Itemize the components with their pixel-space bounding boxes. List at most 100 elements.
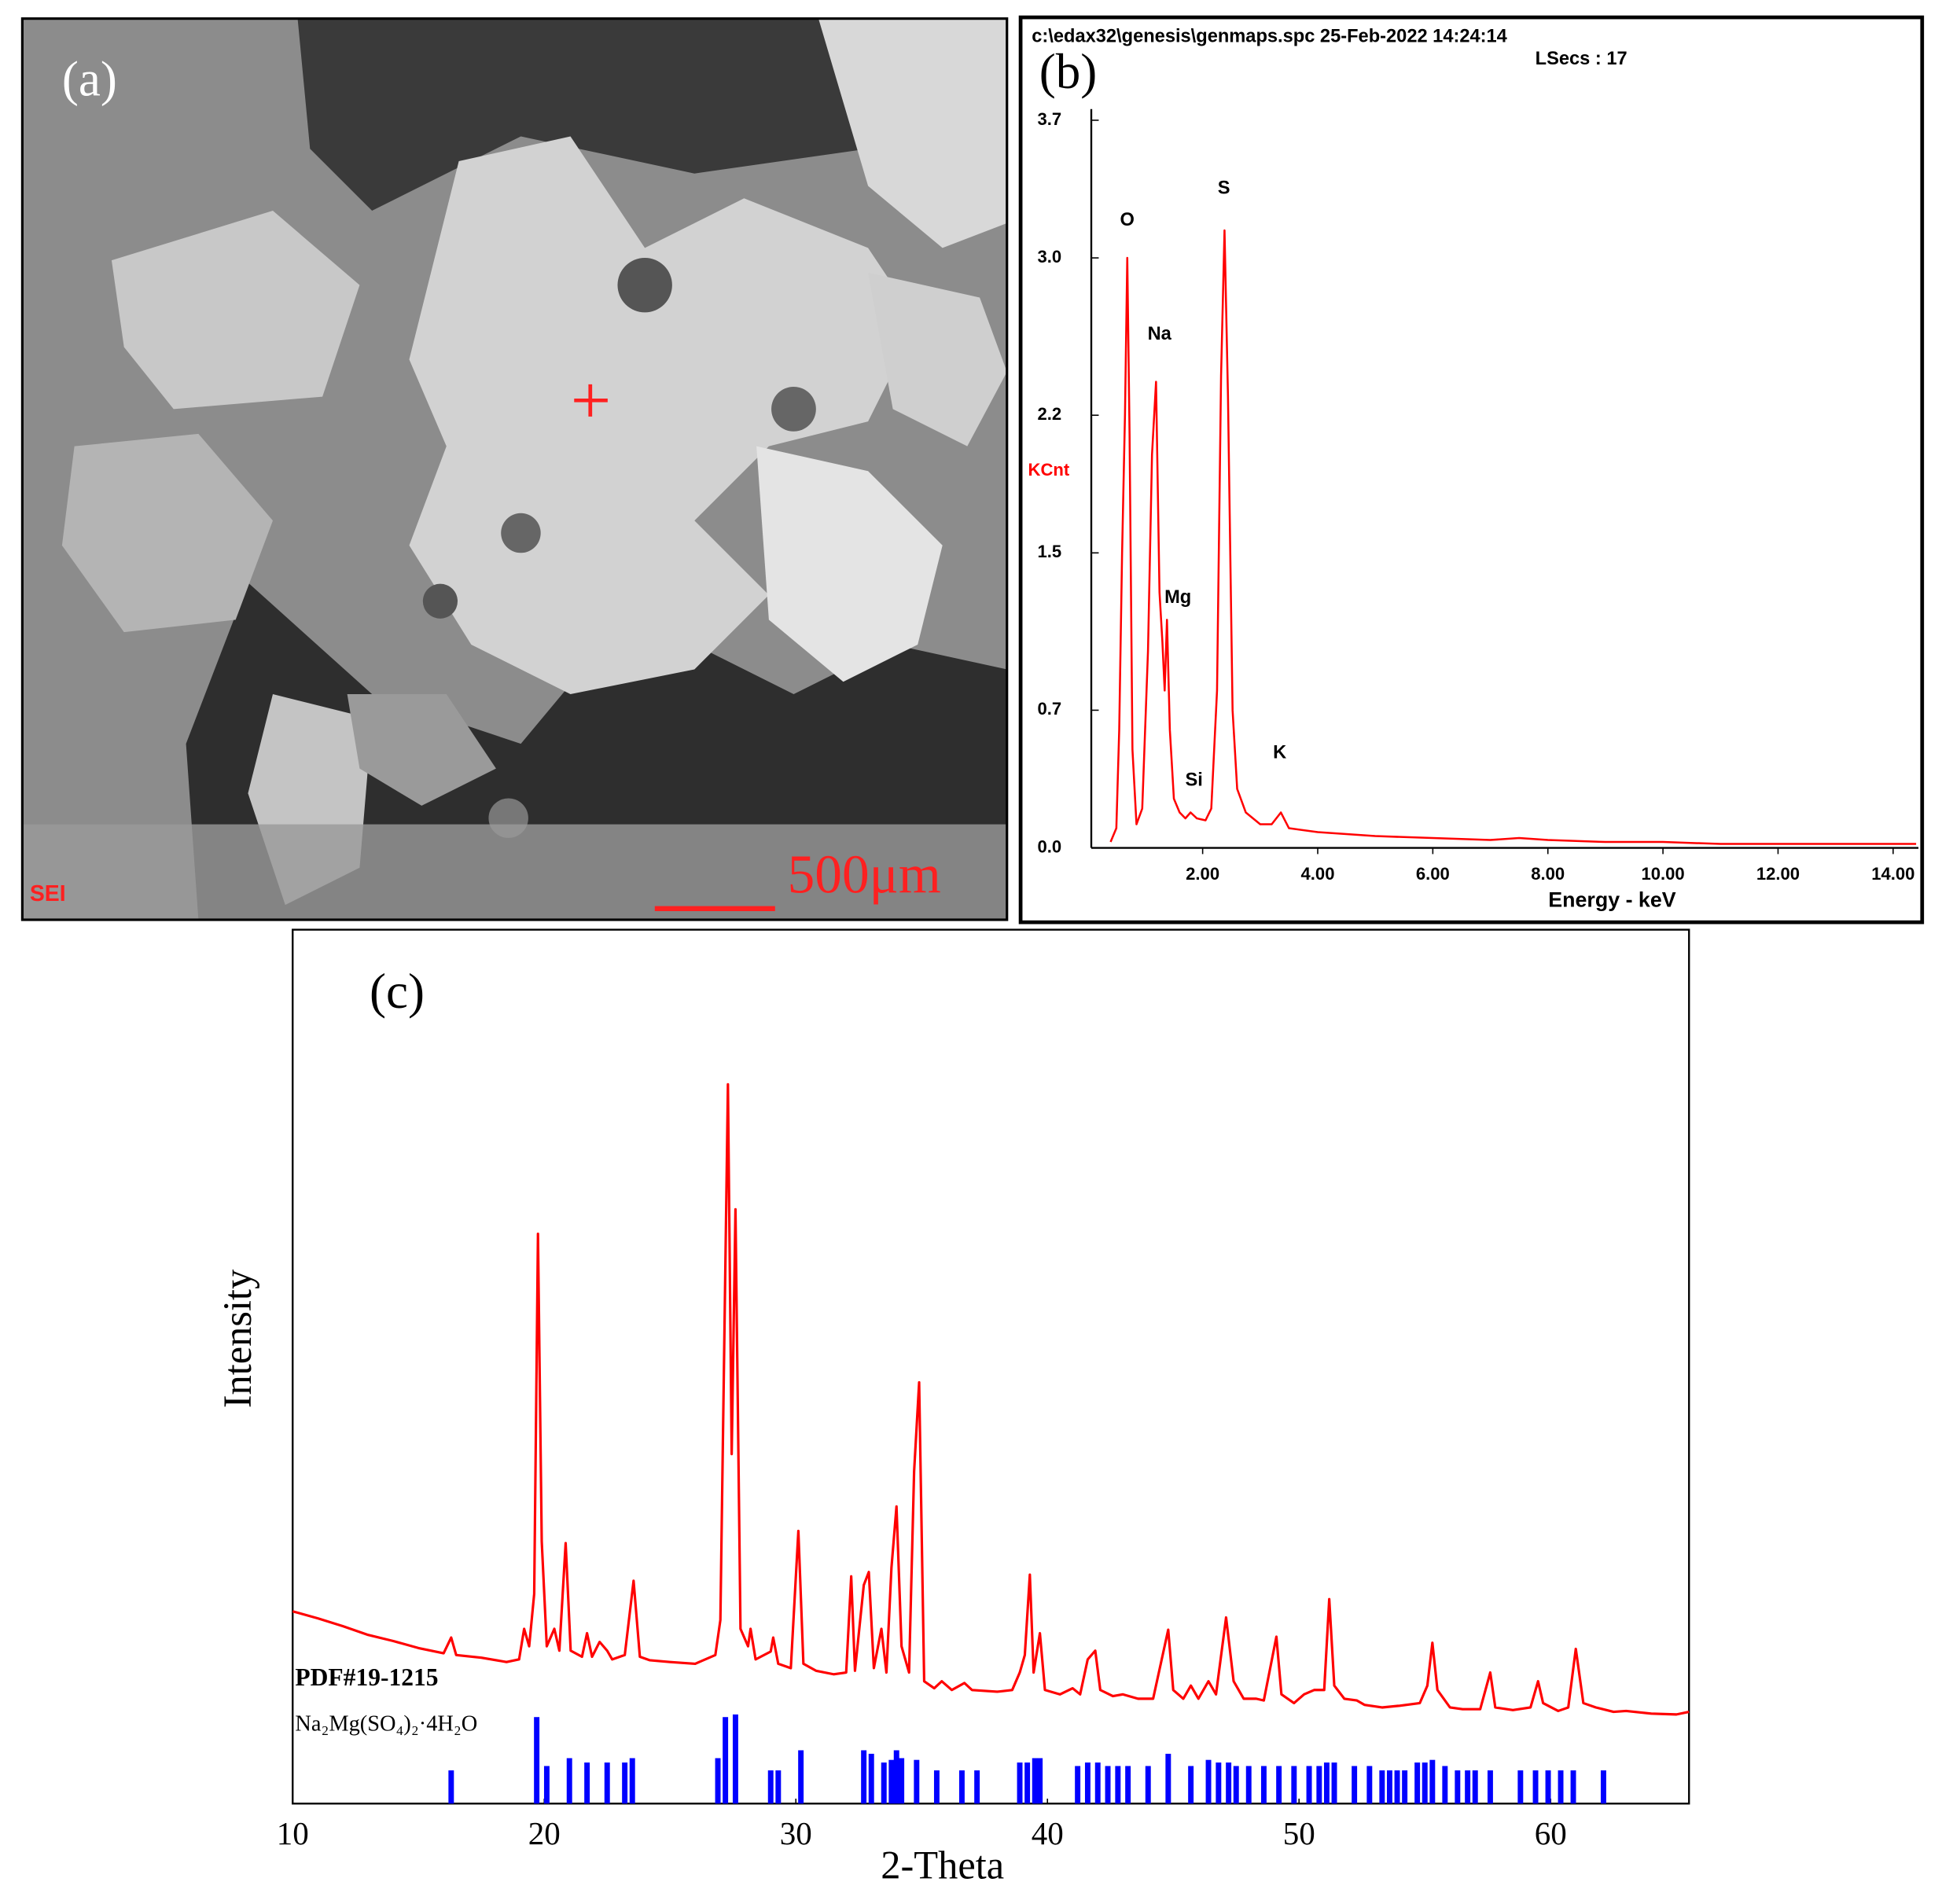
sem-dark-region bbox=[297, 18, 893, 211]
reference-stick bbox=[622, 1762, 628, 1804]
x-axis-label: Energy - keV bbox=[1548, 888, 1675, 911]
reference-stick bbox=[974, 1770, 980, 1804]
reference-stick bbox=[1442, 1766, 1448, 1804]
data-line bbox=[1109, 229, 1917, 845]
reference-stick bbox=[534, 1717, 540, 1804]
y-axis-label: Intensity bbox=[215, 1269, 259, 1408]
sem-pore bbox=[422, 583, 458, 619]
reference-stick bbox=[1331, 1762, 1337, 1804]
x-tick-label: 8.00 bbox=[1531, 864, 1565, 884]
reference-stick bbox=[1316, 1766, 1322, 1804]
reference-stick bbox=[1188, 1766, 1194, 1804]
sem-frame bbox=[20, 17, 1009, 921]
reference-stick bbox=[1094, 1762, 1101, 1804]
sem-pore bbox=[501, 513, 541, 553]
reference-stick bbox=[584, 1762, 590, 1804]
reference-stick bbox=[543, 1766, 550, 1804]
peak-label: K bbox=[1273, 743, 1286, 763]
peak-label: S bbox=[1218, 178, 1230, 199]
reference-stick bbox=[1472, 1770, 1478, 1804]
reference-stick bbox=[1517, 1770, 1524, 1804]
x-tick-label: 12.00 bbox=[1756, 864, 1800, 884]
reference-stick bbox=[914, 1759, 920, 1804]
reference-stick bbox=[1422, 1762, 1428, 1804]
reference-stick bbox=[1032, 1758, 1038, 1804]
reference-stick bbox=[732, 1714, 738, 1804]
x-tick-label: 6.00 bbox=[1416, 864, 1450, 884]
reference-stick bbox=[1105, 1766, 1111, 1804]
reference-stick bbox=[1323, 1762, 1330, 1804]
reference-stick bbox=[1366, 1766, 1373, 1804]
xrd-frame bbox=[292, 928, 1690, 1805]
reference-stick bbox=[1379, 1770, 1385, 1804]
y-axis-label: KCnt bbox=[1028, 460, 1070, 480]
reference-stick bbox=[1276, 1766, 1282, 1804]
live-time: LSecs : 17 bbox=[1536, 49, 1628, 69]
reference-stick bbox=[1306, 1766, 1312, 1804]
panel-label: (a) bbox=[62, 52, 117, 107]
reference-stick bbox=[1205, 1759, 1212, 1804]
scale-bar-label: 500μm bbox=[788, 844, 941, 905]
reference-stick bbox=[888, 1759, 895, 1804]
sem-cross-marker bbox=[574, 384, 608, 417]
sem-pore bbox=[771, 386, 816, 432]
reference-stick bbox=[1115, 1766, 1121, 1804]
reference-stick bbox=[604, 1762, 610, 1804]
reference-stick bbox=[1402, 1770, 1408, 1804]
y-tick-label: 3.7 bbox=[1037, 109, 1061, 129]
x-tick-label: 2.00 bbox=[1186, 864, 1219, 884]
reference-stick bbox=[1545, 1770, 1551, 1804]
reference-stick bbox=[1226, 1762, 1232, 1804]
reference-stick bbox=[1558, 1770, 1564, 1804]
sem-grain bbox=[818, 18, 1007, 248]
x-axis-label: 2-Theta bbox=[881, 1843, 1004, 1887]
reference-stick bbox=[798, 1750, 804, 1804]
sem-image bbox=[22, 18, 1007, 921]
sem-grain bbox=[868, 272, 1007, 447]
reference-stick bbox=[1352, 1766, 1358, 1804]
reference-stick bbox=[893, 1750, 899, 1804]
legend-label: PDF#19-1215 bbox=[295, 1663, 438, 1691]
x-tick-label: 60 bbox=[1535, 1815, 1567, 1851]
x-tick-label: 14.00 bbox=[1871, 864, 1914, 884]
y-tick-label: 0.7 bbox=[1037, 699, 1061, 719]
reference-stick bbox=[1487, 1770, 1493, 1804]
reference-stick bbox=[1075, 1766, 1081, 1804]
reference-stick bbox=[1017, 1762, 1023, 1804]
reference-stick bbox=[566, 1758, 572, 1804]
x-tick-label: 50 bbox=[1283, 1815, 1315, 1851]
x-tick-label: 40 bbox=[1032, 1815, 1064, 1851]
panel-label: (c) bbox=[370, 964, 425, 1019]
reference-stick bbox=[1532, 1770, 1539, 1804]
reference-stick bbox=[1386, 1770, 1392, 1804]
reference-stick bbox=[1570, 1770, 1576, 1804]
reference-stick bbox=[767, 1770, 774, 1804]
reference-stick bbox=[715, 1758, 721, 1804]
sem-panel: (a) SEI 500μm bbox=[20, 17, 1009, 921]
reference-stick bbox=[1145, 1766, 1151, 1804]
reference-stick bbox=[448, 1770, 454, 1804]
y-tick-label: 3.0 bbox=[1037, 247, 1061, 266]
reference-stick bbox=[629, 1758, 635, 1804]
panel-label: (b) bbox=[1039, 44, 1098, 99]
y-tick-label: 1.5 bbox=[1037, 542, 1061, 561]
data-line bbox=[292, 1082, 1690, 1716]
reference-stick bbox=[1024, 1762, 1031, 1804]
reference-stick bbox=[1037, 1758, 1043, 1804]
reference-stick bbox=[1465, 1770, 1471, 1804]
sem-pore bbox=[617, 257, 672, 313]
x-tick-label: 30 bbox=[780, 1815, 812, 1851]
x-tick-label: 10 bbox=[277, 1815, 309, 1851]
reference-stick bbox=[1394, 1770, 1400, 1804]
x-tick-label: 20 bbox=[528, 1815, 561, 1851]
peak-label: Si bbox=[1185, 770, 1202, 791]
reference-stick bbox=[1216, 1762, 1222, 1804]
sem-grain bbox=[347, 694, 496, 806]
peak-label: O bbox=[1120, 210, 1135, 230]
reference-stick bbox=[1429, 1759, 1436, 1804]
y-tick-label: 2.2 bbox=[1037, 404, 1061, 424]
reference-stick bbox=[899, 1758, 905, 1804]
reference-stick bbox=[723, 1717, 729, 1804]
detector-label: SEI bbox=[30, 881, 66, 906]
